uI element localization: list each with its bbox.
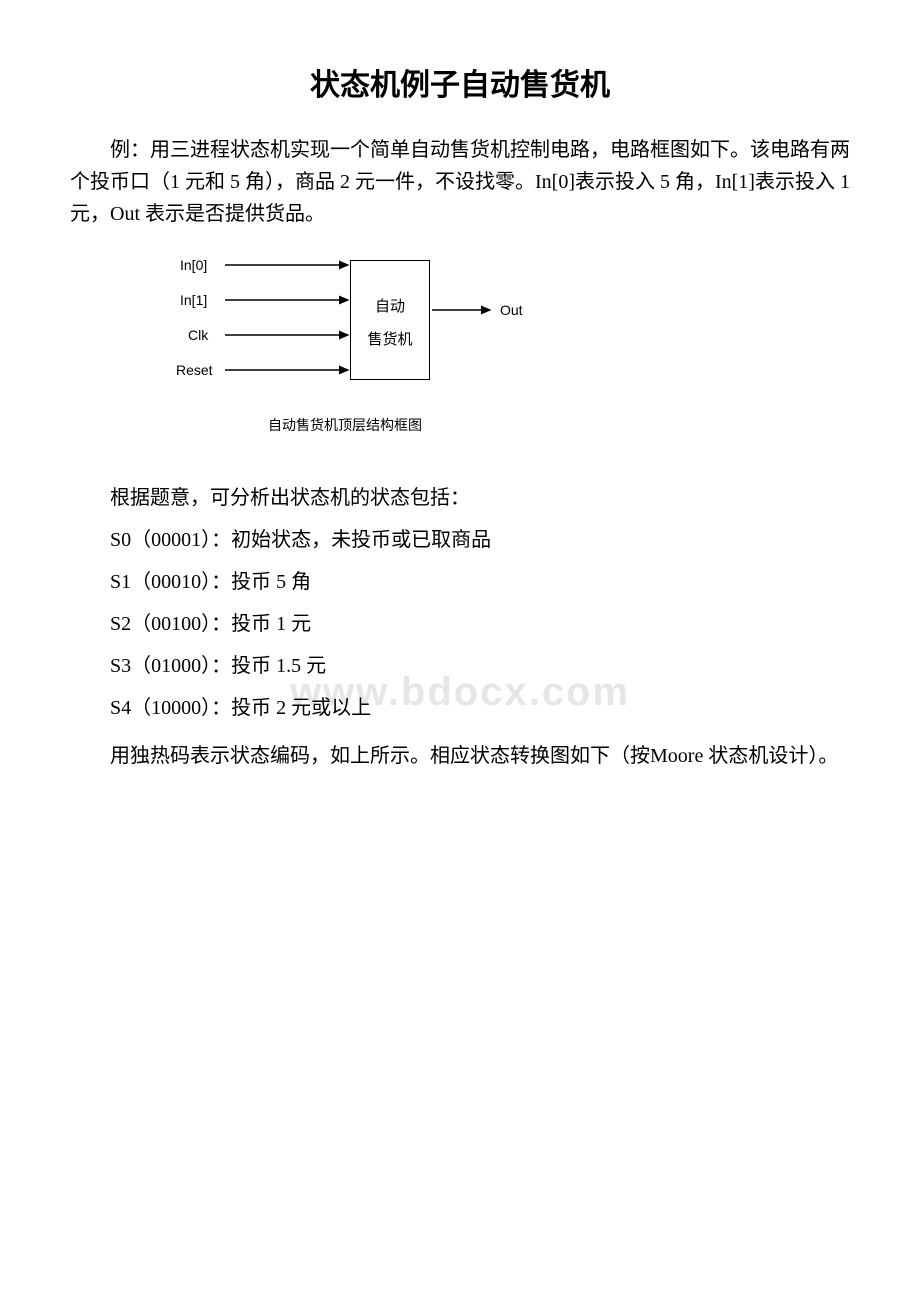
label-out: Out bbox=[500, 302, 523, 318]
diagram-caption: 自动售货机顶层结构框图 bbox=[235, 415, 455, 435]
state-s4: S4（10000）：投币 2 元或以上 bbox=[70, 690, 850, 726]
state-s0: S0（00001）：初始状态，未投币或已取商品 bbox=[70, 522, 850, 558]
box-line2: 售货机 bbox=[351, 324, 429, 357]
label-clk: Clk bbox=[188, 327, 208, 343]
input-arrows-svg bbox=[220, 250, 350, 390]
state-s2: S2（00100）：投币 1 元 bbox=[70, 606, 850, 642]
conclusion-paragraph: 用独热码表示状态编码，如上所示。相应状态转换图如下（按Moore 状态机设计）。 bbox=[70, 740, 850, 772]
label-in1: In[1] bbox=[180, 292, 207, 308]
label-reset: Reset bbox=[176, 362, 213, 378]
box-line1: 自动 bbox=[351, 291, 429, 324]
state-s3: S3（01000）：投币 1.5 元 bbox=[70, 648, 850, 684]
page-title: 状态机例子自动售货机 bbox=[70, 60, 850, 104]
label-in0: In[0] bbox=[180, 257, 207, 273]
analysis-intro: 根据题意，可分析出状态机的状态包括： bbox=[70, 480, 850, 516]
output-arrow-svg bbox=[430, 300, 500, 320]
diagram-box: 自动 售货机 bbox=[350, 260, 430, 380]
block-diagram: In[0] In[1] Clk Reset 自动 售货机 bbox=[170, 250, 850, 430]
intro-paragraph: 例：用三进程状态机实现一个简单自动售货机控制电路，电路框图如下。该电路有两个投币… bbox=[70, 134, 850, 230]
state-s1: S1（00010）：投币 5 角 bbox=[70, 564, 850, 600]
